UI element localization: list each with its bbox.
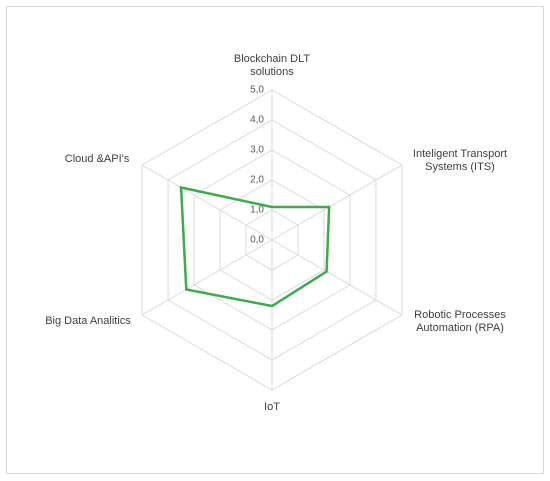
spoke bbox=[141, 164, 273, 241]
spoke bbox=[271, 239, 403, 316]
category-label: Blockchain DLT solutions bbox=[233, 53, 311, 78]
y-tick-label: 3,0 bbox=[250, 145, 264, 156]
series-line bbox=[179, 185, 331, 308]
spoke bbox=[141, 239, 273, 316]
category-label: Cloud &API's bbox=[64, 152, 130, 165]
spoke bbox=[271, 164, 403, 241]
category-label: Inteligent Transport Systems (ITS) bbox=[412, 148, 508, 173]
y-tick-label: 0,0 bbox=[250, 235, 264, 246]
category-label: Big Data Analitics bbox=[45, 314, 131, 327]
chart-frame bbox=[6, 6, 544, 474]
y-tick-label: 4,0 bbox=[250, 115, 264, 126]
category-label: IoT bbox=[264, 400, 280, 413]
category-label: Robotic Processes Automation (RPA) bbox=[414, 309, 506, 334]
y-tick-label: 1,0 bbox=[250, 205, 264, 216]
y-tick-label: 5,0 bbox=[250, 85, 264, 96]
y-tick-label: 2,0 bbox=[250, 175, 264, 186]
